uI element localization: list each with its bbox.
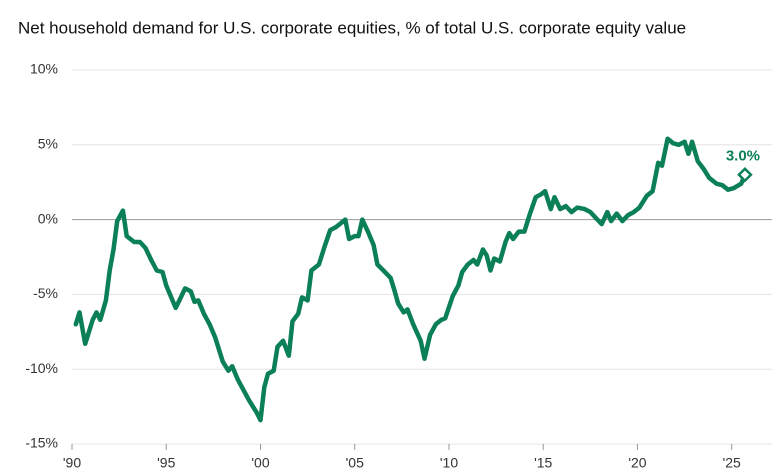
x-tick-label: '15: [534, 455, 552, 470]
series-line: [73, 136, 748, 423]
y-tick-label: 10%: [30, 61, 58, 77]
x-tick-label: '95: [157, 455, 175, 470]
x-tick-label: '10: [440, 455, 458, 470]
x-tick-label: '05: [346, 455, 364, 470]
y-tick-label: -15%: [25, 435, 58, 451]
x-tick-label: '90: [63, 455, 81, 470]
y-tick-label: -5%: [33, 285, 58, 301]
end-marker: [737, 166, 753, 183]
annotation: 3.0%: [726, 148, 760, 165]
y-tick-label: -10%: [25, 360, 58, 376]
chart-title: Net household demand for U.S. corporate …: [18, 18, 686, 37]
x-tick-label: '00: [251, 455, 269, 470]
x-tick-label: '25: [723, 455, 741, 470]
y-tick-label: 5%: [38, 136, 58, 152]
y-tick-label: 0%: [38, 210, 58, 226]
x-tick-label: '20: [628, 455, 646, 470]
